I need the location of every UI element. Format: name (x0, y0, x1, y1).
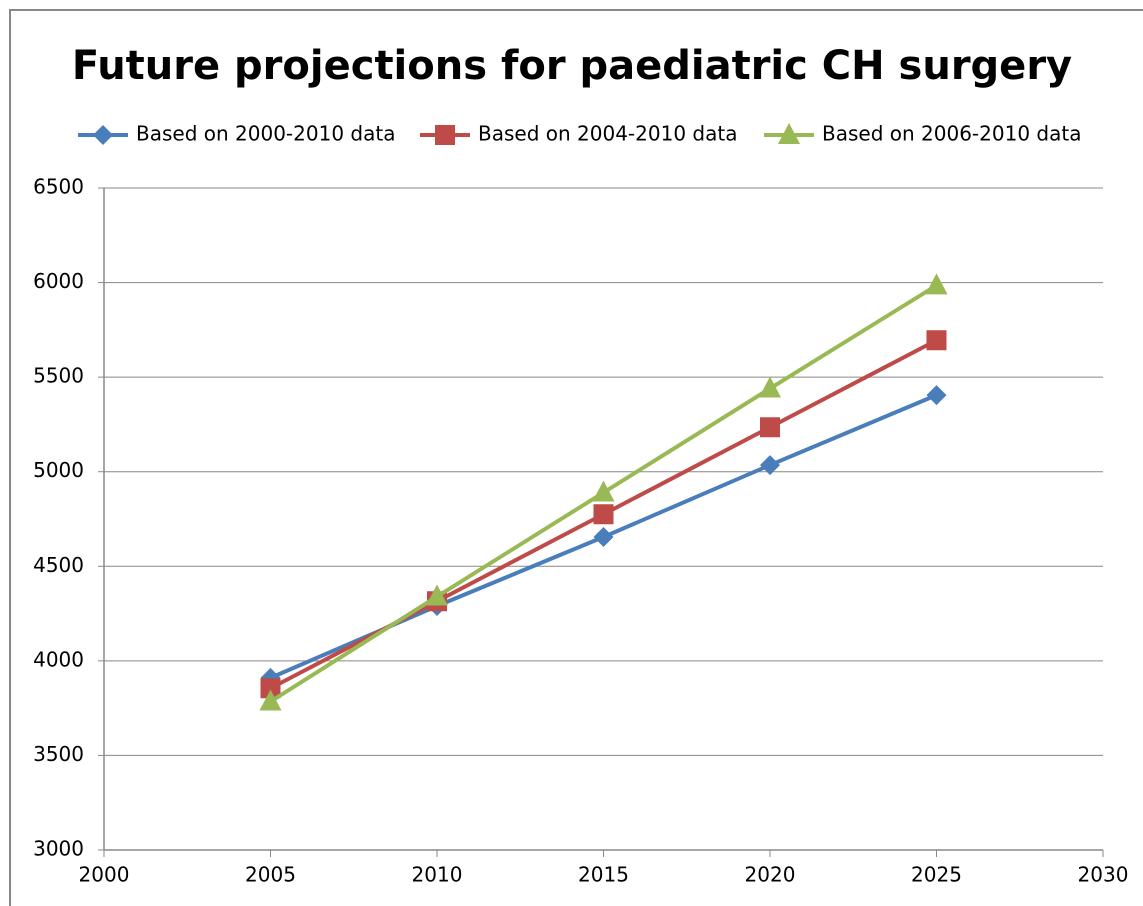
marker (592, 480, 615, 502)
y-tick-label: 4500 (33, 553, 84, 577)
y-tick-label: 5500 (33, 364, 84, 388)
marker (426, 584, 448, 606)
marker (760, 455, 780, 476)
x-tick-label: 2005 (245, 863, 296, 887)
x-tick-label: 2015 (578, 863, 629, 887)
marker (926, 385, 947, 406)
x-tick-label: 2000 (79, 863, 130, 887)
x-tick-label: 2020 (745, 863, 796, 887)
y-tick-label: 4000 (33, 647, 84, 671)
legend-label: Based on 2000-2010 data (136, 122, 395, 146)
marker (93, 125, 113, 145)
y-tick-label: 3500 (33, 742, 84, 766)
y-tick-label: 6500 (33, 175, 84, 199)
x-tick-label: 2025 (911, 863, 962, 887)
marker (593, 526, 614, 547)
marker (760, 417, 780, 438)
marker (759, 376, 781, 398)
chart-title: Future projections for paediatric CH sur… (72, 43, 1072, 89)
chart-frame (9, 9, 1143, 906)
marker (926, 330, 947, 351)
x-tick-label: 2010 (412, 863, 463, 887)
y-tick-label: 3000 (33, 837, 84, 861)
marker (593, 504, 614, 525)
y-tick-label: 5000 (33, 458, 84, 482)
legend-label: Based on 2004-2010 data (478, 122, 737, 146)
marker (435, 125, 455, 145)
marker (778, 123, 800, 144)
x-tick-label: 2030 (1078, 863, 1129, 887)
marker (925, 273, 948, 295)
legend-label: Based on 2006-2010 data (822, 122, 1081, 146)
y-tick-label: 6000 (33, 269, 84, 293)
marker (259, 689, 282, 711)
marker (260, 678, 281, 699)
